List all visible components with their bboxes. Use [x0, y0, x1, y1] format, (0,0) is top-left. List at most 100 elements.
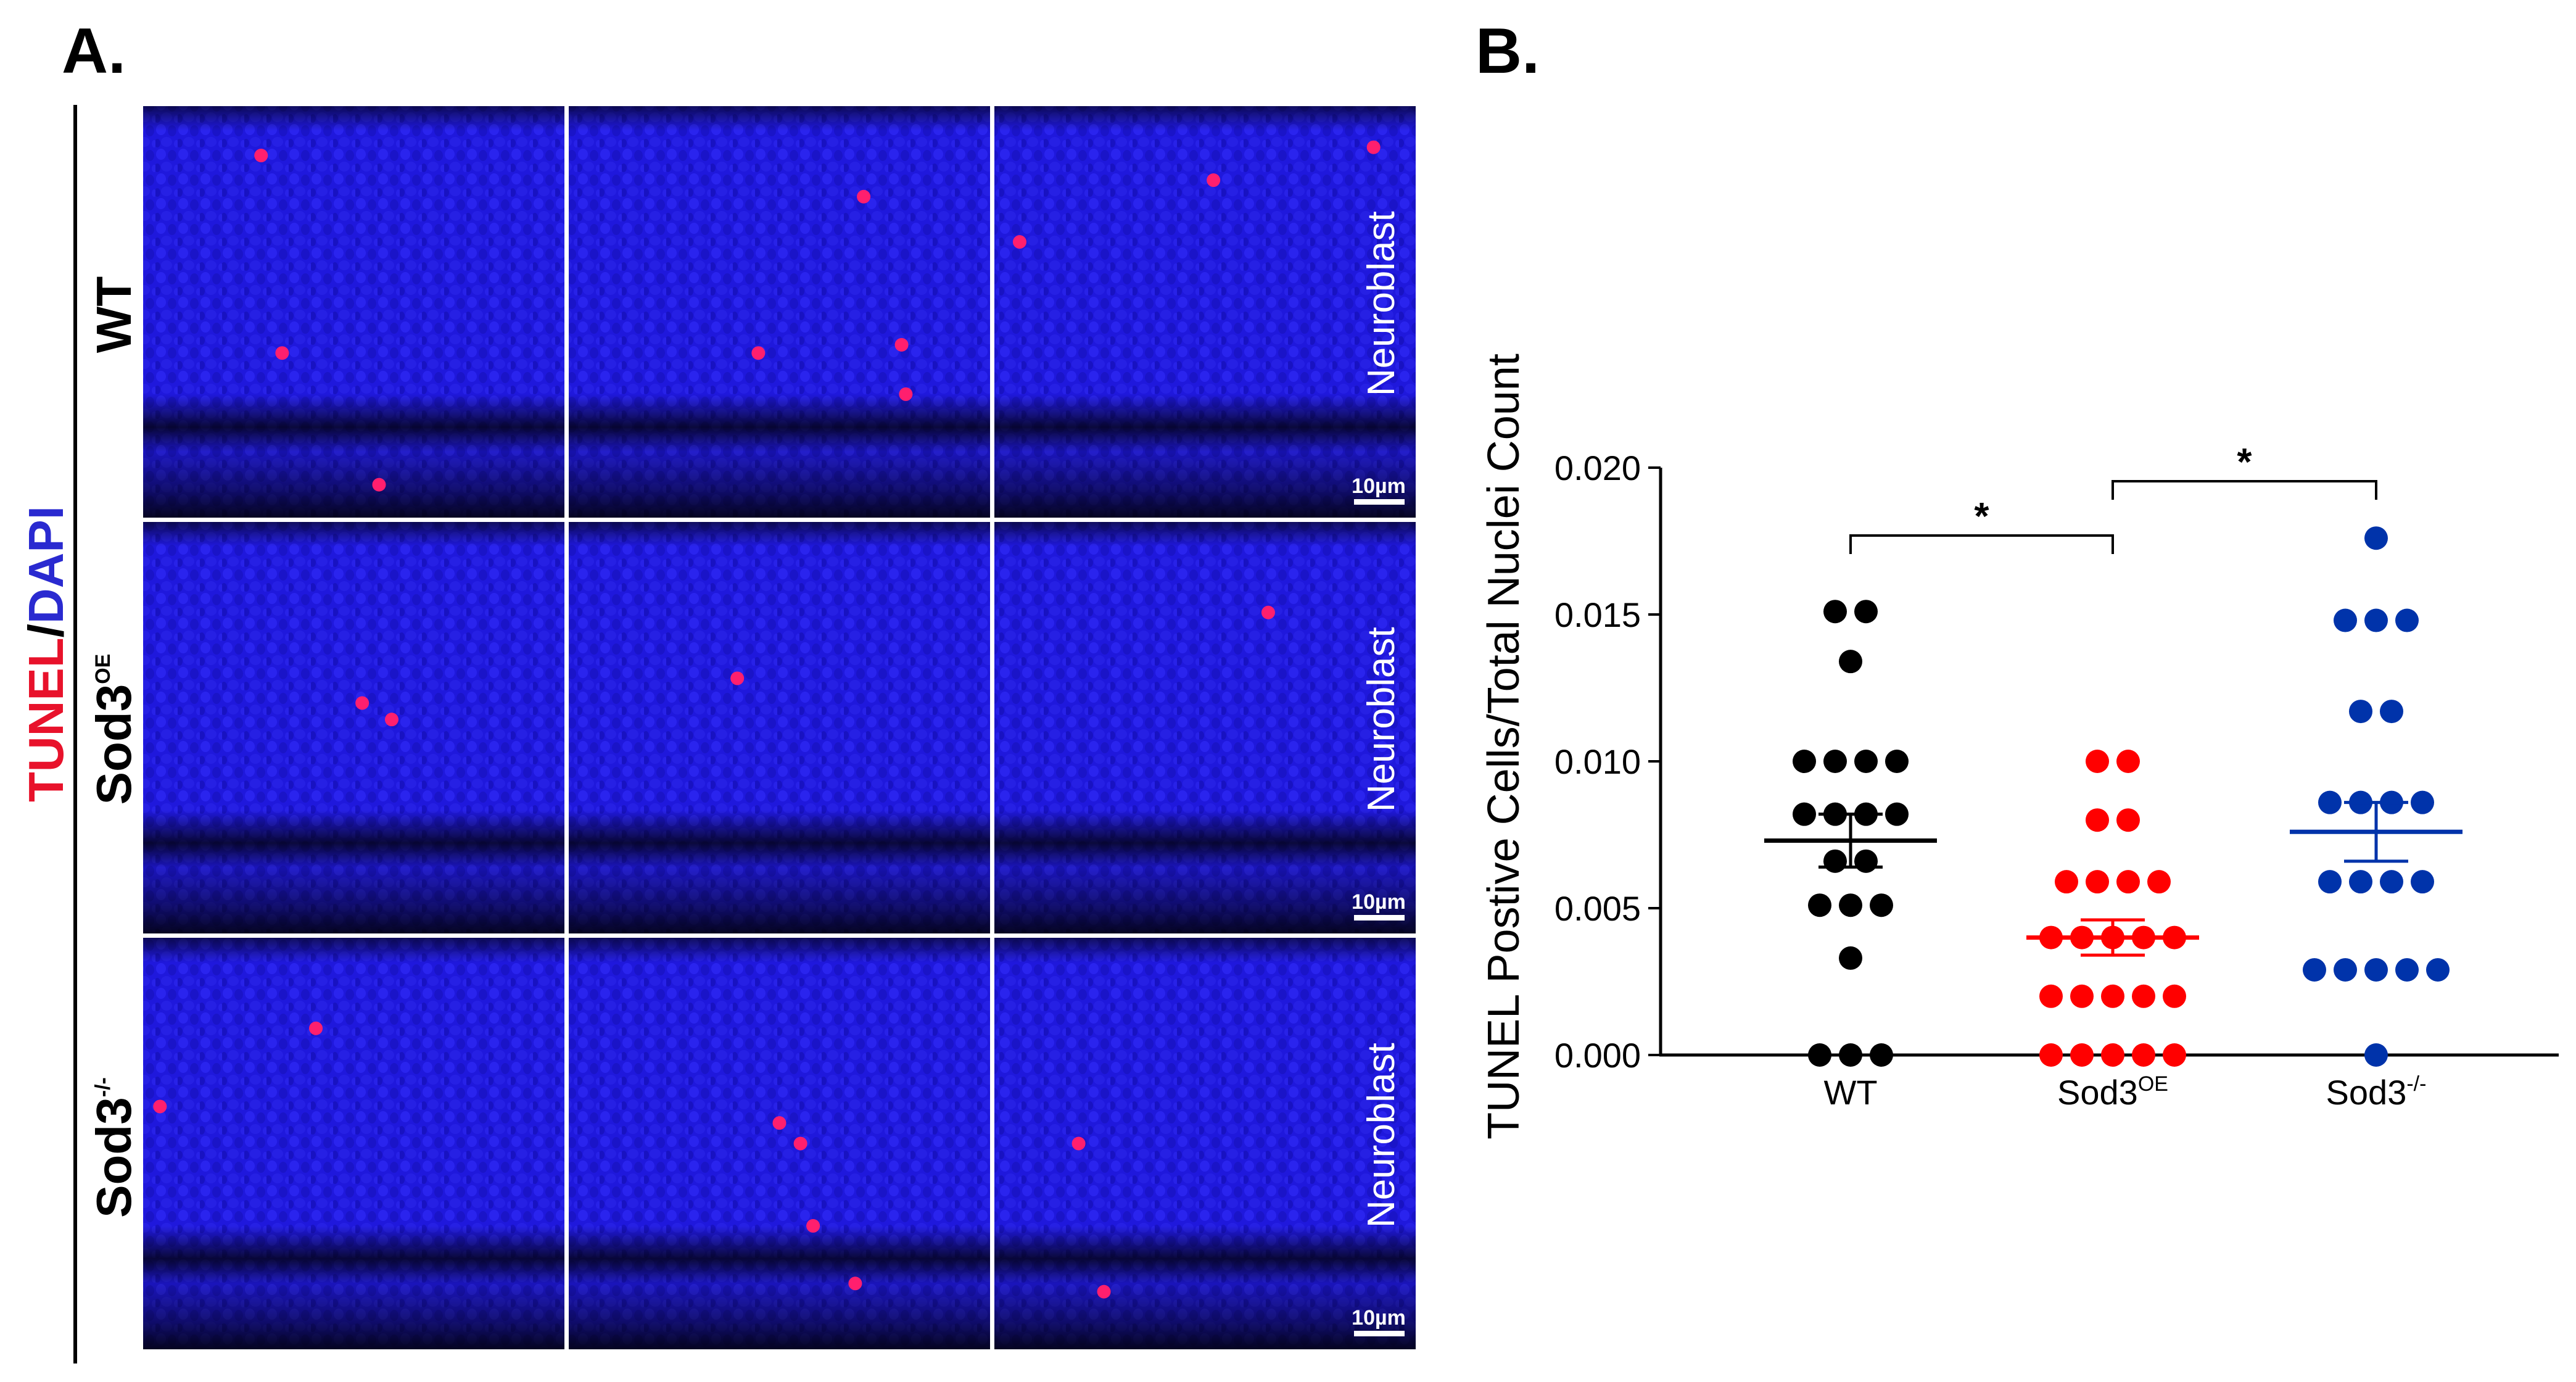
y-tick-label: 0.010 — [1554, 742, 1641, 781]
micrograph-grid: Neuroblast 10µm Neuroblast 10µm Neuroblast 10… — [143, 106, 1416, 1349]
micrograph-shading — [994, 106, 1416, 518]
micrograph-shading — [569, 938, 990, 1349]
series-Sod3OE — [2026, 750, 2199, 1067]
data-point — [1839, 893, 1862, 917]
micrograph-shading — [143, 106, 564, 518]
significance-star: * — [1974, 495, 1989, 538]
micrograph-shading — [994, 522, 1416, 933]
data-point — [1854, 849, 1878, 873]
micrograph-sod3ko-2 — [569, 938, 990, 1349]
data-point — [2116, 870, 2140, 894]
micrograph-sod3oe-1 — [143, 522, 564, 933]
data-point — [1793, 750, 1816, 773]
data-point — [2349, 700, 2372, 724]
series-Sod3-/- — [2290, 526, 2462, 1067]
data-point — [2364, 608, 2388, 632]
tunel-positive-spot — [772, 1116, 786, 1130]
data-point — [2086, 750, 2109, 773]
series-WT — [1764, 600, 1937, 1067]
data-point — [2132, 1043, 2155, 1067]
row-label-wt: WT — [86, 276, 141, 354]
micrograph-shading — [569, 522, 990, 933]
micrograph-shading — [143, 522, 564, 933]
tunel-positive-spot — [1261, 605, 1275, 619]
data-point — [2070, 1043, 2094, 1067]
data-point — [2380, 700, 2403, 724]
data-point — [2039, 984, 2063, 1008]
data-point — [2303, 958, 2326, 982]
micrograph-shading — [143, 938, 564, 1349]
micrograph-sod3ko-3: Neuroblast 10µm — [994, 938, 1416, 1349]
stain-label-tunel: TUNEL — [19, 637, 73, 802]
tunel-positive-spot — [751, 346, 766, 360]
micrograph-shading — [994, 938, 1416, 1349]
scale-bar-label: 10µm — [1352, 474, 1406, 498]
micrograph-sod3oe-3: Neuroblast 10µm — [994, 522, 1416, 933]
y-tick-label: 0.020 — [1554, 449, 1641, 487]
tunel-positive-spot — [275, 346, 289, 360]
tunel-positive-spot — [894, 337, 909, 352]
tunel-positive-spot — [848, 1276, 862, 1291]
data-point — [1808, 893, 1831, 917]
data-point — [2039, 1043, 2063, 1067]
data-point — [2318, 870, 2342, 894]
data-point — [1839, 650, 1862, 674]
data-point — [1823, 849, 1847, 873]
significance-star: * — [2237, 441, 2252, 484]
x-tick-label-sod3oe: Sod3OE — [2057, 1072, 2168, 1112]
tunel-positive-spot — [730, 671, 745, 685]
data-point — [2334, 958, 2357, 982]
data-point — [1854, 750, 1878, 773]
scale-bar-label: 10µm — [1352, 890, 1406, 914]
stain-label-slash: / — [19, 624, 73, 637]
significance-bracket — [1849, 534, 2114, 554]
data-point — [2086, 870, 2109, 894]
micrograph-separator — [143, 933, 1416, 938]
micrograph-sod3oe-2 — [569, 522, 990, 933]
row-label-sod3ko: Sod3-/- — [86, 1077, 141, 1218]
x-tick-label-wt: WT — [1823, 1073, 1877, 1112]
data-point — [2163, 1043, 2186, 1067]
panel-b-letter: B. — [1476, 15, 1540, 87]
data-point — [2364, 526, 2388, 550]
data-point — [1839, 1043, 1862, 1067]
data-point — [2395, 608, 2419, 632]
tunel-positive-spot — [1071, 1136, 1086, 1151]
panel-a: A. TUNEL/DAPI WT Sod3OE Sod3-/- Neurobla… — [19, 15, 1416, 1363]
data-point — [2395, 958, 2419, 982]
data-point — [2055, 870, 2078, 894]
tunel-positive-spot — [254, 149, 268, 163]
data-point — [1823, 600, 1847, 624]
tunel-positive-spot — [806, 1219, 820, 1233]
tunel-positive-spot — [1012, 235, 1026, 249]
data-point — [2132, 984, 2155, 1008]
panel-b: B. TUNEL Postive Cells/Total Nuclei Coun… — [1476, 15, 2559, 1140]
tunel-positive-spot — [355, 696, 369, 710]
tunel-positive-spot — [153, 1099, 167, 1114]
data-point — [2349, 870, 2372, 894]
data-point — [2318, 790, 2342, 814]
scale-bar — [1354, 1331, 1405, 1336]
scale-bar — [1354, 499, 1405, 505]
micrograph-sod3ko-1 — [143, 938, 564, 1349]
tunel-positive-spot — [857, 189, 871, 204]
y-axis-label: TUNEL Postive Cells/Total Nuclei Count — [1479, 354, 1529, 1140]
tunel-positive-spot — [309, 1021, 323, 1035]
micrograph-shading — [569, 106, 990, 518]
stain-label-dapi: DAPI — [19, 506, 73, 624]
x-tick-label-sod3ko: Sod3-/- — [2326, 1072, 2427, 1112]
significance-bracket — [2112, 480, 2377, 500]
tunel-positive-spot — [899, 387, 913, 401]
neuroblast-label: Neuroblast — [1360, 211, 1403, 396]
chart-marks — [1764, 526, 2462, 1067]
data-point — [2411, 790, 2434, 814]
data-point — [2380, 870, 2403, 894]
data-point — [1870, 893, 1893, 917]
data-point — [2334, 608, 2357, 632]
data-point — [1885, 802, 1909, 826]
data-point — [1870, 1043, 1893, 1067]
micrograph-wt-1 — [143, 106, 564, 518]
scale-bar-label: 10µm — [1352, 1306, 1406, 1330]
data-point — [2364, 958, 2388, 982]
